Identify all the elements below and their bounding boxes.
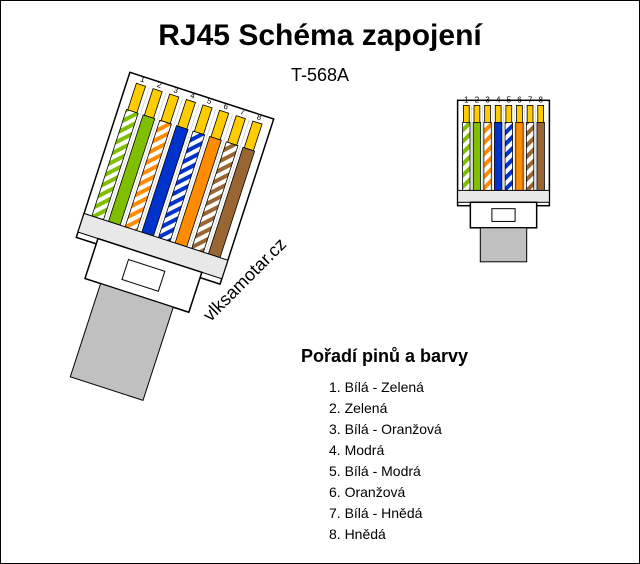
rj45-connector-straight: 12345678 <box>441 81 566 293</box>
legend-item: 4. Modrá <box>301 440 468 461</box>
legend-item: 6. Oranžová <box>301 482 468 503</box>
legend-item: 1. Bílá - Zelená <box>301 377 468 398</box>
rj45-connector-tilted: 12345678 <box>11 46 294 446</box>
page-title: RJ45 Schéma zapojení <box>1 19 639 53</box>
legend-item: 7. Bílá - Hnědá <box>301 503 468 524</box>
legend-item: 8. Hnědá <box>301 524 468 545</box>
svg-text:2: 2 <box>475 95 480 104</box>
pin-legend: Pořadí pinů a barvy 1. Bílá - Zelená 2. … <box>301 346 468 545</box>
legend-title: Pořadí pinů a barvy <box>301 346 468 367</box>
diagram-area: 12345678 12345678 vlksamotar.cz Pořadí p… <box>1 86 639 526</box>
legend-item: 5. Bílá - Modrá <box>301 461 468 482</box>
svg-text:6: 6 <box>517 95 522 104</box>
svg-text:1: 1 <box>464 95 469 104</box>
svg-text:5: 5 <box>507 95 512 104</box>
svg-text:8: 8 <box>538 95 543 104</box>
svg-text:4: 4 <box>496 95 501 104</box>
legend-item: 2. Zelená <box>301 398 468 419</box>
legend-item: 3. Bílá - Oranžová <box>301 419 468 440</box>
svg-text:3: 3 <box>485 95 490 104</box>
svg-text:7: 7 <box>528 95 533 104</box>
